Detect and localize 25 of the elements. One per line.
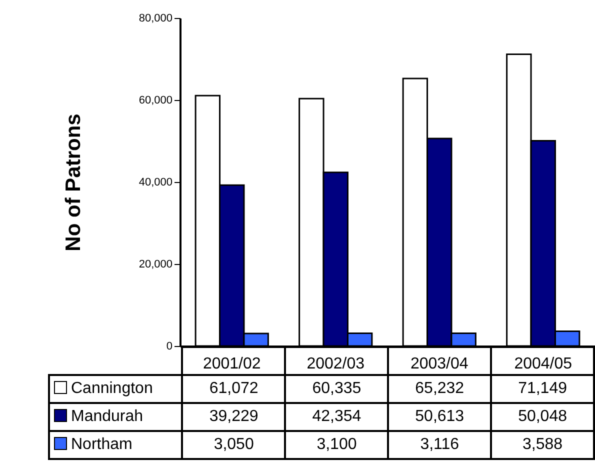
data-label: 65,232 [388, 375, 492, 403]
data-label: 3,050 [182, 431, 286, 459]
y-tick-label: 60,000 [138, 94, 172, 106]
y-tick-label: 80,000 [138, 12, 172, 24]
data-label: 42,354 [285, 403, 388, 431]
legend-label: Cannington [49, 375, 182, 403]
x-tick-label: 2004/05 [514, 356, 572, 372]
data-label: 50,048 [491, 403, 594, 431]
y-tick-label: 0 [166, 340, 172, 352]
data-label: 71,149 [491, 375, 594, 403]
data-label: 3,116 [388, 431, 492, 459]
y-tick-label: 40,000 [138, 176, 172, 188]
x-tick-label: 2003/04 [410, 356, 468, 372]
data-label: 39,229 [182, 403, 286, 431]
data-label: 50,613 [388, 403, 492, 431]
data-label: 3,100 [285, 431, 388, 459]
data-label: 60,335 [285, 375, 388, 403]
y-axis-title: No of Patrons [62, 114, 85, 252]
y-tick-label: 20,000 [138, 258, 172, 270]
data-label: 61,072 [182, 375, 286, 403]
data-label: 3,588 [491, 431, 594, 459]
x-tick-label: 2001/02 [202, 356, 261, 372]
legend-label: Mandurah [49, 403, 182, 431]
legend-label: Northam [49, 431, 182, 459]
x-tick-label: 2002/03 [306, 356, 365, 372]
